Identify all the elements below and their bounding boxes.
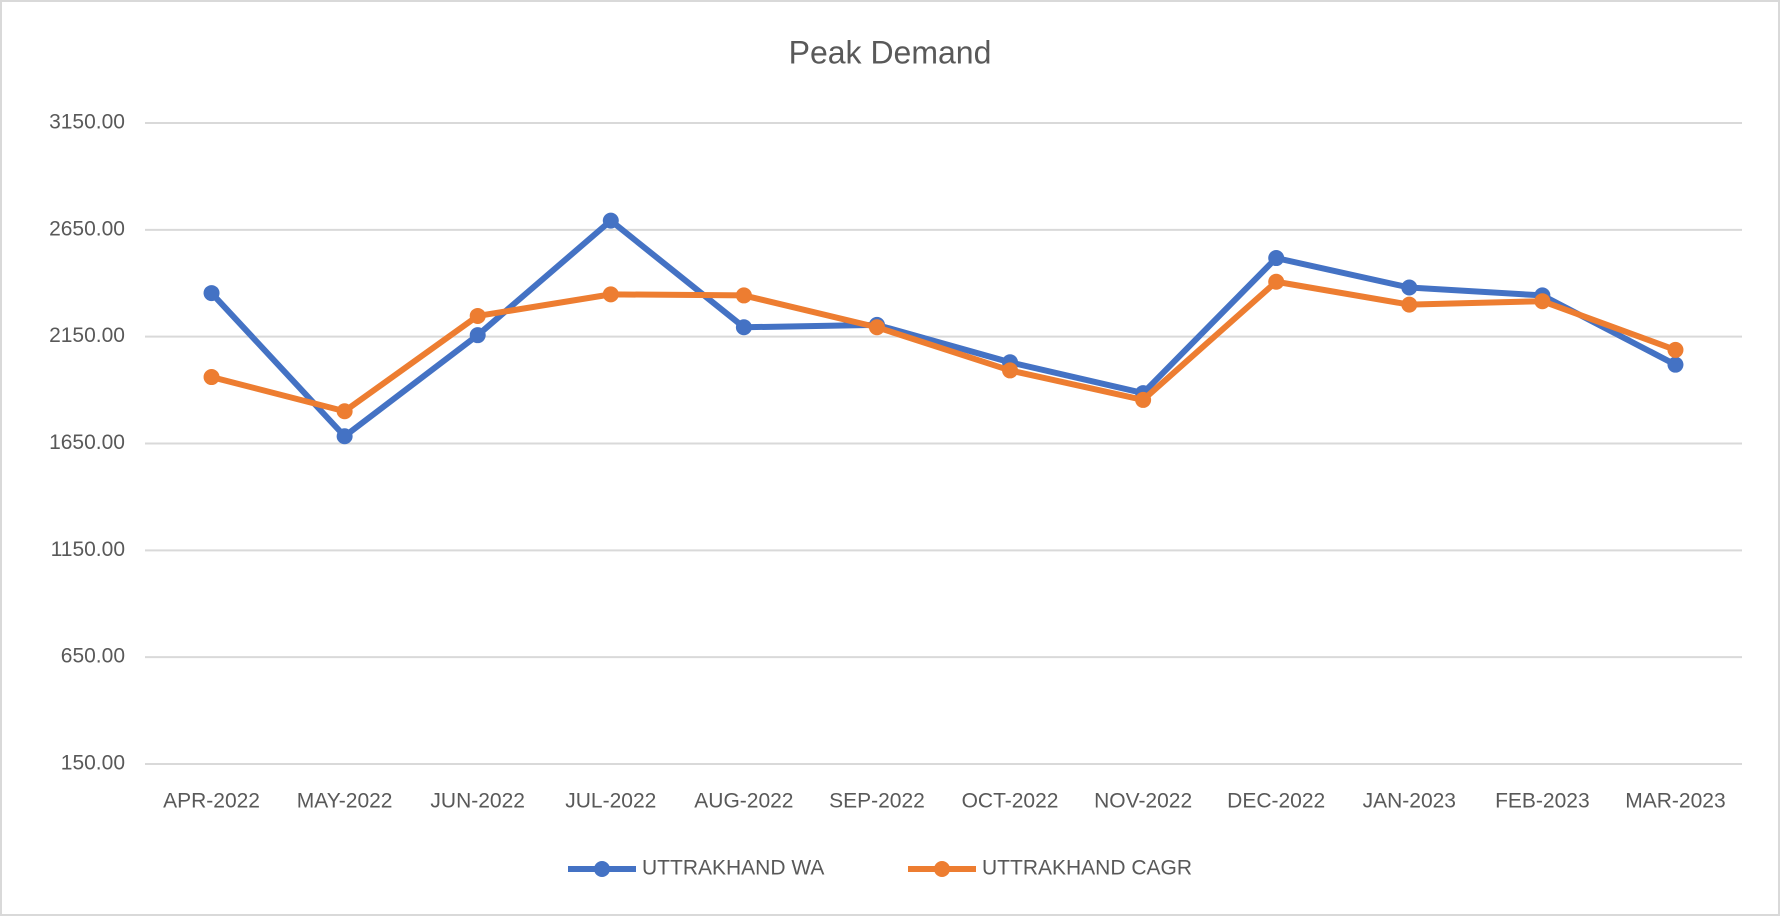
x-tick-label: JUN-2022 [430, 790, 525, 813]
data-point [602, 212, 619, 229]
data-point [1401, 296, 1418, 313]
x-tick-label: JAN-2023 [1363, 790, 1456, 813]
chart-title: Peak Demand [789, 34, 992, 70]
data-point [1401, 279, 1418, 296]
data-point [1667, 341, 1684, 358]
data-point [735, 319, 752, 336]
data-point [735, 287, 752, 304]
x-tick-label: SEP-2022 [829, 790, 925, 813]
legend-marker [934, 861, 950, 877]
data-point [1534, 293, 1551, 310]
data-point [203, 369, 220, 386]
data-point [1135, 391, 1152, 408]
y-tick-label: 2650.00 [49, 217, 125, 240]
x-tick-label: MAR-2023 [1625, 790, 1725, 813]
series-line [208, 217, 1679, 440]
y-tick-label: 3150.00 [49, 111, 125, 134]
y-tick-label: 1150.00 [51, 538, 125, 561]
x-tick-label: APR-2022 [163, 790, 260, 813]
data-point [469, 327, 486, 344]
x-tick-label: OCT-2022 [962, 790, 1059, 813]
data-point [336, 428, 353, 445]
data-point [203, 285, 220, 302]
data-point [336, 403, 353, 420]
data-point [1268, 273, 1285, 290]
x-tick-label: FEB-2023 [1495, 790, 1590, 813]
x-tick-label: AUG-2022 [694, 790, 793, 813]
series-line [208, 278, 1679, 415]
x-tick-label: DEC-2022 [1227, 790, 1325, 813]
legend-label: UTTRAKHAND CAGR [982, 857, 1192, 880]
x-tick-label: NOV-2022 [1094, 790, 1192, 813]
y-tick-label: 650.00 [61, 645, 125, 668]
x-tick-label: MAY-2022 [297, 790, 393, 813]
data-point [1002, 362, 1019, 379]
data-point [469, 307, 486, 324]
data-point [602, 286, 619, 303]
y-tick-label: 2150.00 [49, 324, 125, 347]
x-tick-label: JUL-2022 [565, 790, 656, 813]
data-point [868, 319, 885, 336]
data-point [1667, 356, 1684, 373]
y-tick-label: 150.00 [61, 752, 125, 775]
y-tick-label: 1650.00 [49, 431, 125, 454]
legend-label: UTTRAKHAND WA [642, 857, 824, 880]
legend-marker [594, 861, 610, 877]
data-point [1268, 250, 1285, 267]
